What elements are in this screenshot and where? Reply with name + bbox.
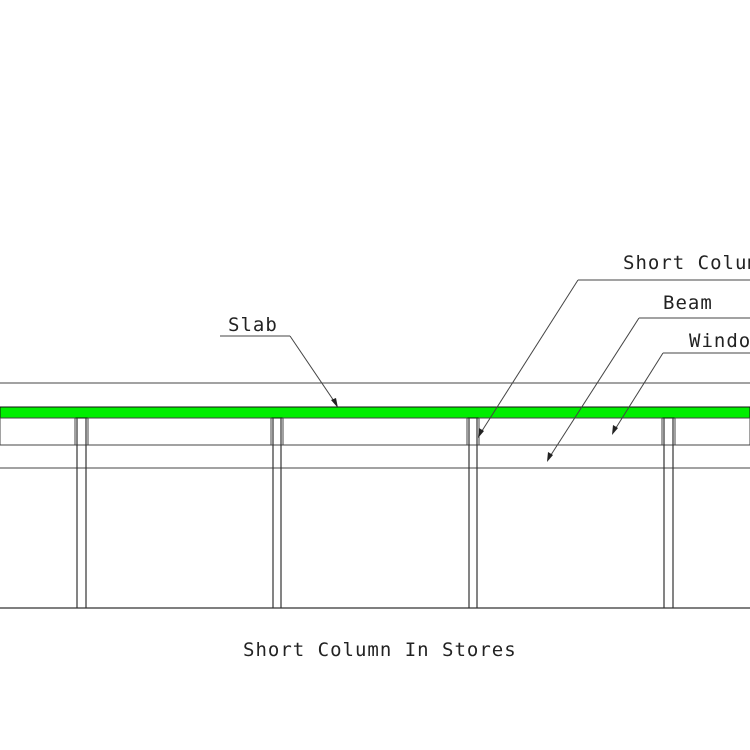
- short-column-leader: Short Colum: [478, 252, 750, 438]
- column: [76, 418, 87, 608]
- window-frames: [0, 417, 750, 469]
- short-column-label: Short Colum: [623, 252, 750, 274]
- beam-leader: Beam: [547, 292, 750, 462]
- slab-leader: Slab: [220, 314, 338, 408]
- slab-label: Slab: [228, 314, 278, 336]
- beam-label: Beam: [663, 292, 713, 314]
- column: [468, 418, 478, 608]
- window-leader: Windo: [612, 330, 750, 435]
- columns: [76, 418, 674, 608]
- slab: [0, 406, 750, 419]
- column: [272, 418, 282, 608]
- column: [663, 418, 674, 608]
- window-label: Windo: [689, 330, 750, 352]
- diagram-caption: Short Column In Stores: [243, 639, 517, 661]
